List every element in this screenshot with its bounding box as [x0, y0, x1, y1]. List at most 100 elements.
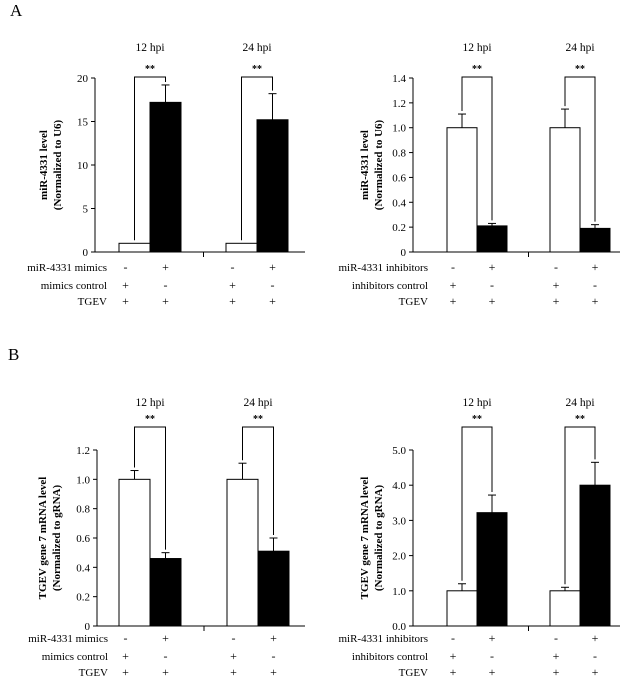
condition-sign: + [229, 294, 236, 308]
condition-label: inhibitors control [352, 651, 428, 663]
significance-label: ** [575, 64, 585, 75]
condition-sign: - [124, 260, 128, 274]
group-label: 12 hpi [135, 397, 164, 409]
y-tick-label: 0 [83, 247, 89, 259]
condition-sign: - [271, 278, 275, 292]
y-axis-title-line2: (Normalized to U6) [52, 119, 64, 210]
condition-sign: + [270, 665, 277, 679]
condition-label: mimics control [41, 280, 107, 292]
y-tick-label: 5 [83, 204, 89, 216]
condition-sign: + [489, 665, 496, 679]
y-axis-title-line1: TGEV gene 7 mRNA level [359, 477, 371, 600]
y-tick-label: 3.0 [392, 515, 406, 527]
y-tick-label: 5.0 [392, 445, 406, 457]
condition-sign: + [489, 294, 496, 308]
group-label: 24 hpi [565, 42, 594, 54]
y-tick-label: 0.2 [76, 592, 90, 604]
significance-bracket [134, 426, 166, 550]
y-axis-title-line1: miR-4331 level [38, 130, 50, 200]
y-tick-label: 10 [77, 160, 89, 172]
condition-sign: - [164, 278, 168, 292]
condition-label: TGEV [79, 667, 108, 679]
y-tick-label: 2.0 [392, 551, 406, 563]
bar [118, 242, 151, 253]
significance-label: ** [472, 414, 482, 425]
significance-label: ** [472, 64, 482, 75]
y-axis-title: miR-4331 level (Normalized to U6) [38, 119, 64, 210]
y-tick-label: 20 [77, 73, 89, 85]
condition-sign: + [162, 665, 169, 679]
bar [579, 227, 611, 253]
condition-sign: + [450, 294, 457, 308]
y-tick-label: 0.6 [392, 172, 406, 184]
condition-sign: - [231, 260, 235, 274]
bar [579, 484, 611, 627]
bar [149, 558, 182, 627]
chart-2: 0 0.2 0.4 0.6 0.8 1.0 1.2 1.4 miR-4331 level (Nor… [338, 42, 620, 308]
chart-1: 0 5 10 15 20 miR-4331 level (Normalized to U6)… [27, 42, 305, 308]
group-label: 24 hpi [242, 42, 271, 54]
y-tick-label: 1.2 [76, 445, 90, 457]
condition-sign: - [554, 260, 558, 274]
significance-bracket [241, 76, 273, 241]
y-tick-label: 0 [401, 247, 407, 259]
y-axis-title-line1: miR-4331 level [359, 130, 371, 200]
y-tick-label: 15 [77, 117, 89, 129]
condition-sign: + [270, 631, 277, 645]
condition-sign: + [122, 665, 129, 679]
y-axis-title: TGEV gene 7 mRNA level (Normalized to gRN… [37, 477, 63, 600]
condition-sign: + [269, 294, 276, 308]
condition-sign: + [162, 294, 169, 308]
y-tick-label: 1.0 [76, 474, 90, 486]
y-tick-label: 0.8 [392, 148, 406, 160]
bar [118, 478, 151, 627]
y-tick-label: 0.0 [392, 621, 406, 633]
condition-sign: + [450, 665, 457, 679]
significance-label: ** [253, 414, 263, 425]
bar [446, 590, 478, 627]
y-tick-label: 0.6 [76, 533, 90, 545]
condition-sign: + [489, 631, 496, 645]
group-label: 12 hpi [462, 42, 491, 54]
y-tick-label: 0.8 [76, 504, 90, 516]
bar [256, 119, 289, 253]
condition-sign: - [554, 631, 558, 645]
condition-sign: + [592, 294, 599, 308]
condition-sign: - [490, 278, 494, 292]
condition-sign: + [553, 278, 560, 292]
condition-label: mimics control [42, 651, 108, 663]
condition-sign: + [450, 649, 457, 663]
condition-sign: + [162, 260, 169, 274]
condition-sign: + [553, 294, 560, 308]
significance-bracket [564, 76, 596, 222]
condition-sign: + [592, 260, 599, 274]
panel-label-a: A [10, 1, 23, 20]
y-tick-label: 4.0 [392, 480, 406, 492]
significance-label: ** [252, 64, 262, 75]
condition-sign: + [592, 665, 599, 679]
condition-sign: + [122, 294, 129, 308]
y-axis-title-line2: (Normalized to gRNA) [51, 485, 63, 592]
bar [225, 242, 258, 253]
condition-label: miR-4331 inhibitors [338, 262, 428, 274]
bar [476, 225, 508, 253]
condition-sign: - [451, 631, 455, 645]
condition-sign: - [451, 260, 455, 274]
group-label: 12 hpi [135, 42, 164, 54]
y-tick-label: 1.0 [392, 123, 406, 135]
condition-sign: + [553, 665, 560, 679]
condition-label: miR-4331 mimics [28, 633, 108, 645]
condition-sign: + [122, 649, 129, 663]
condition-sign: - [593, 649, 597, 663]
condition-label: inhibitors control [352, 280, 428, 292]
significance-bracket [564, 426, 596, 585]
y-axis-title: TGEV gene 7 mRNA level (Normalized to gRN… [359, 477, 385, 600]
group-label: 12 hpi [462, 397, 491, 409]
significance-label: ** [145, 64, 155, 75]
significance-bracket [242, 426, 274, 535]
significance-label: ** [575, 414, 585, 425]
significance-label: ** [145, 414, 155, 425]
y-tick-label: 0.2 [392, 222, 406, 234]
